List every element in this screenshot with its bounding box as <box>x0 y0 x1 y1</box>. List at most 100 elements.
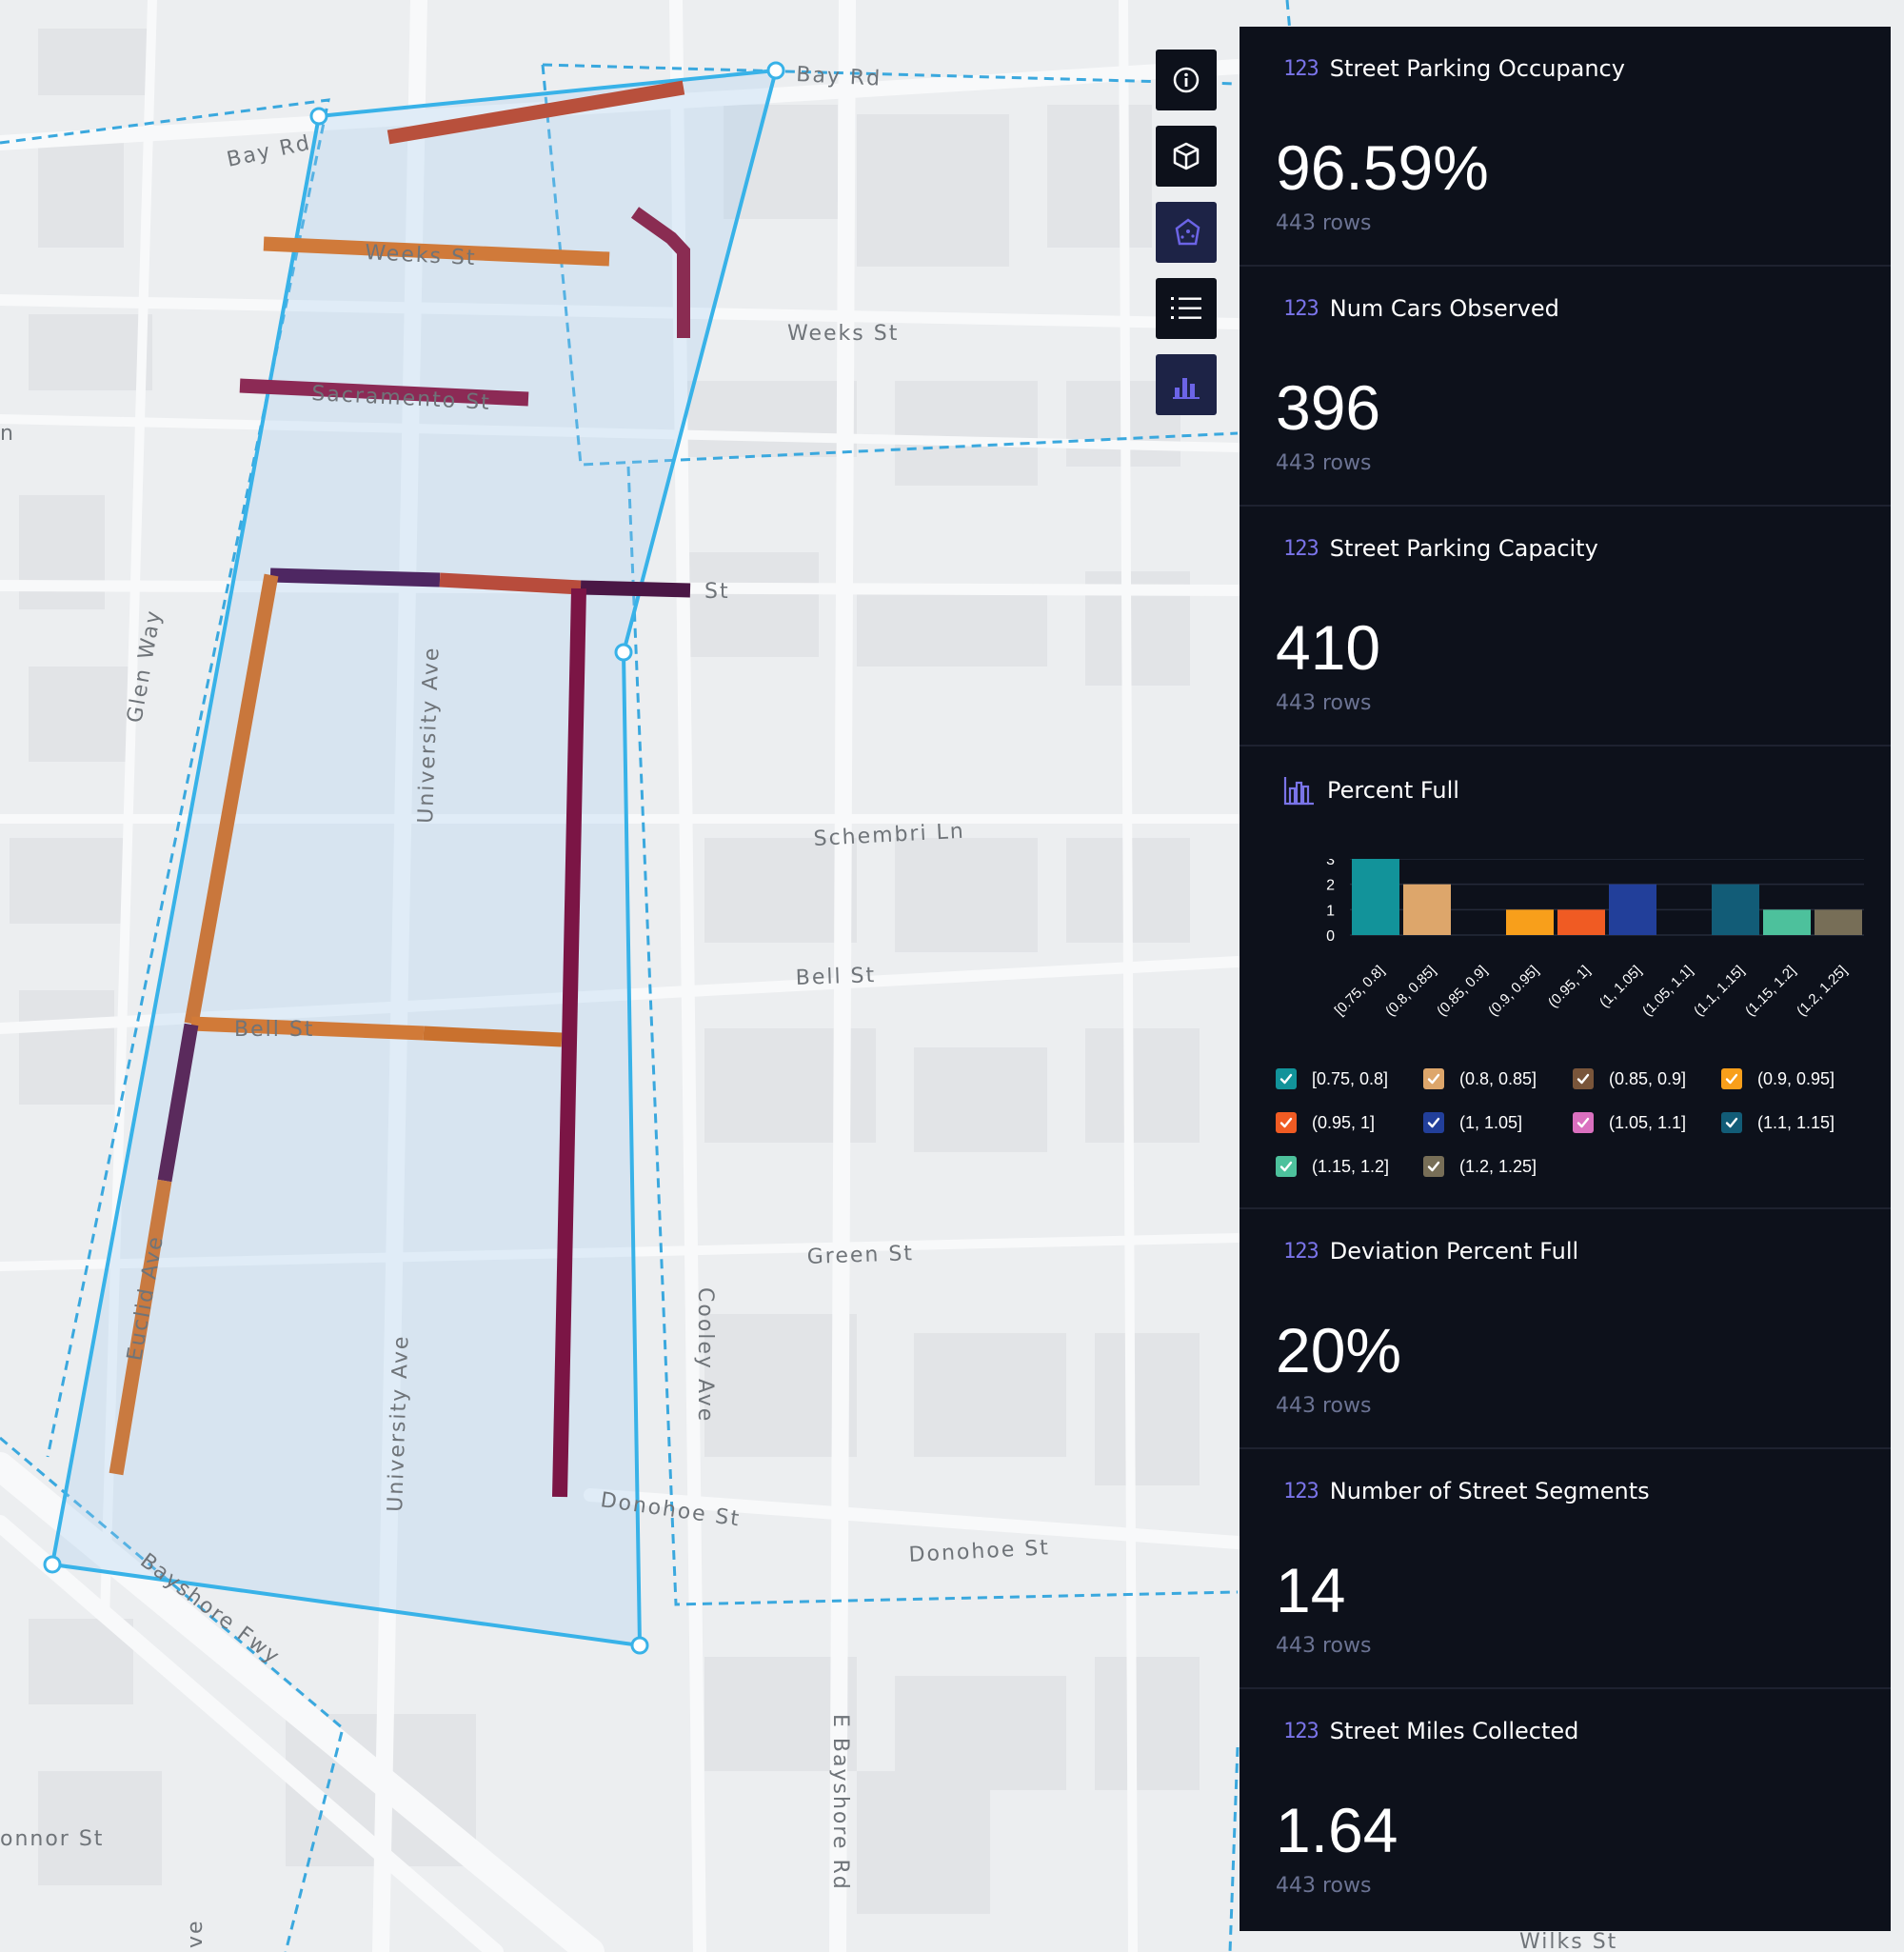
legend-label: [0.75, 0.8] <box>1312 1068 1389 1088</box>
number-widget-icon: 123 <box>1283 296 1319 321</box>
chart-x-tick-label: (0.85, 0.9] <box>1434 963 1491 1020</box>
street-label-weeks-st: Weeks St <box>787 322 899 346</box>
legend-label: (0.8, 0.85] <box>1459 1068 1537 1088</box>
chart-x-tick-label: (1.2, 1.25] <box>1794 963 1851 1020</box>
draw-polygon-button[interactable] <box>1156 202 1217 263</box>
widget-num-cars-observed: 123 Num Cars Observed 396 443 rows <box>1240 267 1891 507</box>
widget-row-count: 443 rows <box>1276 451 1372 475</box>
widget-title: Street Parking Occupancy <box>1329 55 1625 82</box>
chart-x-tick-label: (0.9, 0.95] <box>1485 963 1542 1020</box>
cube-icon <box>1173 142 1200 170</box>
widget-value: 1.64 <box>1276 1795 1398 1865</box>
legend-label: (0.85, 0.9] <box>1609 1068 1687 1088</box>
chart-y-tick-label: 3 <box>1326 859 1335 868</box>
widgets-button[interactable] <box>1156 354 1217 415</box>
legend-label: (1.1, 1.15] <box>1757 1112 1835 1132</box>
legend-checkbox[interactable] <box>1573 1068 1594 1089</box>
legend-item[interactable]: (1.1, 1.15] <box>1721 1112 1835 1133</box>
widget-row-count: 443 rows <box>1276 1874 1372 1898</box>
legend-checkbox[interactable] <box>1721 1068 1742 1089</box>
chart-bar[interactable] <box>1763 909 1811 935</box>
widget-row-count: 443 rows <box>1276 1394 1372 1418</box>
legend-item[interactable]: (0.85, 0.9] <box>1573 1068 1686 1089</box>
histogram-icon <box>1283 777 1314 806</box>
polygon-vertex <box>43 1555 62 1574</box>
legend-checkbox[interactable] <box>1276 1068 1297 1089</box>
checkmark-icon <box>1577 1117 1590 1128</box>
chart-y-tick-label: 0 <box>1326 928 1335 945</box>
chart-bar[interactable] <box>1557 909 1605 935</box>
street-label-bay-rd: Bay Rd <box>796 63 883 91</box>
checkmark-icon <box>1725 1073 1738 1085</box>
legend-label: (0.9, 0.95] <box>1757 1068 1835 1088</box>
chart-bar[interactable] <box>1712 884 1759 935</box>
legend-item[interactable]: (0.95, 1] <box>1276 1112 1375 1133</box>
street-segments[interactable] <box>109 80 691 1498</box>
street-label-green-st: Green St <box>806 1242 914 1269</box>
widget-title: Street Miles Collected <box>1329 1718 1579 1744</box>
street-segment <box>423 1026 563 1047</box>
chart-x-tick-label: (0.8, 0.85] <box>1382 963 1439 1020</box>
chart-x-tick-label: (1.15, 1.2] <box>1742 963 1799 1020</box>
legend-checkbox[interactable] <box>1423 1112 1444 1133</box>
bar-chart-icon <box>1173 378 1200 399</box>
legend-label: (1.2, 1.25] <box>1459 1156 1537 1176</box>
street-segment <box>239 378 529 407</box>
widget-row-count: 443 rows <box>1276 691 1372 715</box>
number-widget-icon: 123 <box>1283 1719 1319 1743</box>
list-icon <box>1171 297 1201 319</box>
map-toolbar <box>1156 50 1217 430</box>
checkmark-icon <box>1279 1117 1293 1128</box>
number-widget-icon: 123 <box>1283 56 1319 81</box>
legend-item[interactable]: (0.9, 0.95] <box>1721 1068 1835 1089</box>
street-segment <box>269 568 441 588</box>
legend-checkbox[interactable] <box>1573 1112 1594 1133</box>
polygon-vertex <box>614 643 633 662</box>
chart-bar[interactable] <box>1506 909 1554 935</box>
widget-value: 20% <box>1276 1315 1402 1385</box>
chart-bar[interactable] <box>1609 884 1656 935</box>
legend-item[interactable]: [0.75, 0.8] <box>1276 1068 1388 1089</box>
legend-checkbox[interactable] <box>1276 1156 1297 1177</box>
street-label-wilks-st: Wilks St <box>1519 1930 1617 1952</box>
legend-checkbox[interactable] <box>1276 1112 1297 1133</box>
widget-row-count: 443 rows <box>1276 1634 1372 1658</box>
widget-row-count: 443 rows <box>1276 211 1372 235</box>
legend-item[interactable]: (1.2, 1.25] <box>1423 1156 1537 1177</box>
map-roads <box>0 0 1245 1952</box>
number-widget-icon: 123 <box>1283 1239 1319 1264</box>
checkmark-icon <box>1279 1161 1293 1172</box>
chart-bar[interactable] <box>1815 909 1862 935</box>
legend-checkbox[interactable] <box>1721 1112 1742 1133</box>
legend-checkbox[interactable] <box>1423 1156 1444 1177</box>
chart-bar[interactable] <box>1352 859 1399 935</box>
3d-view-button[interactable] <box>1156 126 1217 187</box>
widget-street-miles-collected: 123 Street Miles Collected 1.64 443 rows <box>1240 1689 1891 1929</box>
chart-bar[interactable] <box>1403 884 1451 935</box>
map-buildings <box>10 29 1200 1914</box>
legend-item[interactable]: (1, 1.05] <box>1423 1112 1522 1133</box>
chart-x-tick-label: [0.75, 0.8] <box>1332 963 1388 1019</box>
polygon-vertices[interactable] <box>43 61 785 1655</box>
street-label-ve: ve <box>184 1919 208 1948</box>
street-segment <box>439 572 582 595</box>
street-label-st: St <box>704 580 730 604</box>
legend-item[interactable]: (0.8, 0.85] <box>1423 1068 1537 1089</box>
layers-list-button[interactable] <box>1156 278 1217 339</box>
number-widget-icon: 123 <box>1283 536 1319 561</box>
number-widget-icon: 123 <box>1283 1479 1319 1504</box>
street-label-bell-st: Bell St <box>795 964 876 990</box>
chart-y-tick-label: 1 <box>1326 903 1335 919</box>
selection-polygon[interactable] <box>50 68 779 1648</box>
legend-item[interactable]: (1.15, 1.2] <box>1276 1156 1389 1177</box>
widget-value: 396 <box>1276 372 1381 443</box>
legend-item[interactable]: (1.05, 1.1] <box>1573 1112 1686 1133</box>
legend-checkbox[interactable] <box>1423 1068 1444 1089</box>
polygon-icon <box>1175 218 1200 246</box>
widget-title: Street Parking Capacity <box>1329 535 1598 562</box>
info-button[interactable] <box>1156 50 1217 110</box>
street-segment <box>552 588 586 1498</box>
widget-street-parking-capacity: 123 Street Parking Capacity 410 443 rows <box>1240 507 1891 747</box>
street-segment <box>263 236 610 267</box>
